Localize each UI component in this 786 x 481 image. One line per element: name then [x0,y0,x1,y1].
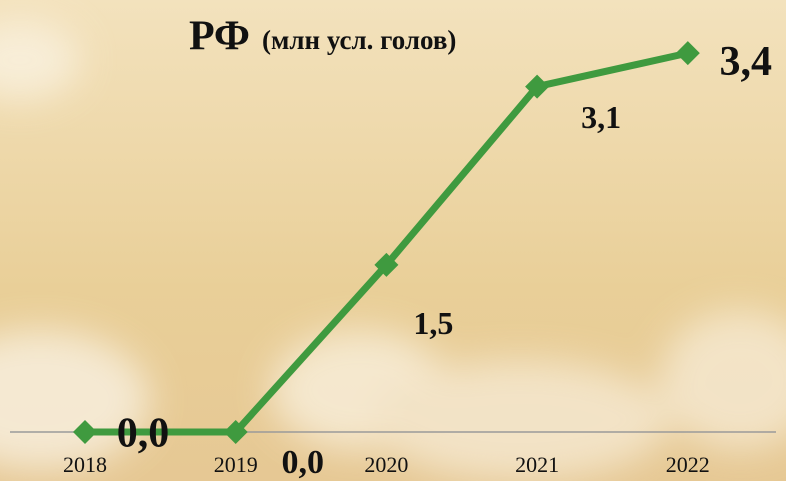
marker [223,420,248,444]
value-label: 3,1 [581,99,621,135]
value-label: 0,0 [117,411,170,457]
x-tick-label: 2019 [214,452,258,477]
marker [73,420,97,444]
value-label: 1,5 [413,305,453,341]
marker [374,252,399,277]
marker [525,74,550,99]
x-tick-label: 2022 [666,452,710,477]
chart-subtitle: (млн усл. голов) [262,25,456,55]
x-tick-label: 2020 [364,452,408,477]
value-label: 3,4 [720,39,773,85]
marker [675,41,700,66]
value-label: 0,0 [281,444,324,481]
x-tick-label: 2021 [515,452,559,477]
chart-title: РФ [189,14,250,60]
x-tick-label: 2018 [63,452,107,477]
